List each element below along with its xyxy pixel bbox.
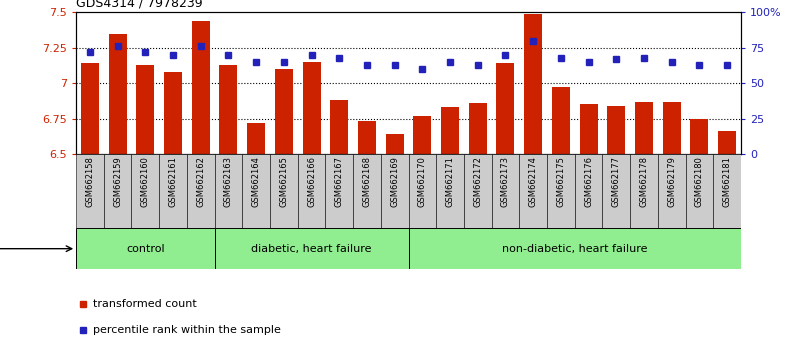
Text: GSM662159: GSM662159	[113, 156, 122, 207]
Text: GSM662177: GSM662177	[612, 156, 621, 207]
Text: disease state: disease state	[0, 244, 72, 254]
Bar	[607, 106, 626, 154]
Text: GSM662172: GSM662172	[473, 156, 482, 207]
Text: transformed count: transformed count	[93, 298, 196, 309]
Bar	[658, 154, 686, 228]
Bar	[524, 14, 542, 154]
Bar	[602, 154, 630, 228]
Text: control: control	[126, 244, 165, 254]
Text: GSM662167: GSM662167	[335, 156, 344, 207]
Text: GSM662165: GSM662165	[280, 156, 288, 207]
Text: GSM662169: GSM662169	[390, 156, 399, 207]
Text: GSM662161: GSM662161	[168, 156, 178, 207]
Bar	[497, 63, 514, 154]
Bar	[385, 134, 404, 154]
Bar	[713, 154, 741, 228]
Bar	[104, 154, 131, 228]
Text: GSM662163: GSM662163	[224, 156, 233, 207]
Text: GSM662164: GSM662164	[252, 156, 260, 207]
Bar	[330, 100, 348, 154]
Bar	[519, 154, 547, 228]
Bar	[164, 72, 182, 154]
Bar	[136, 65, 155, 154]
Bar	[464, 154, 492, 228]
Bar	[242, 154, 270, 228]
Bar	[686, 154, 713, 228]
Bar	[353, 154, 380, 228]
Bar	[131, 154, 159, 228]
Bar	[191, 21, 210, 154]
Bar	[380, 154, 409, 228]
Text: GSM662175: GSM662175	[557, 156, 566, 207]
Text: GSM662171: GSM662171	[445, 156, 454, 207]
Bar	[580, 104, 598, 154]
Text: GDS4314 / 7978239: GDS4314 / 7978239	[76, 0, 203, 10]
Bar	[248, 123, 265, 154]
Text: GSM662178: GSM662178	[639, 156, 649, 207]
Bar	[109, 34, 127, 154]
Text: diabetic, heart failure: diabetic, heart failure	[252, 244, 372, 254]
Bar	[270, 154, 298, 228]
Text: GSM662162: GSM662162	[196, 156, 205, 207]
Text: GSM662180: GSM662180	[695, 156, 704, 207]
Bar	[690, 119, 708, 154]
Text: GSM662181: GSM662181	[723, 156, 731, 207]
Bar	[81, 63, 99, 154]
Bar	[303, 62, 320, 154]
Bar	[325, 154, 353, 228]
Bar	[662, 102, 681, 154]
Bar	[552, 87, 570, 154]
Text: GSM662158: GSM662158	[86, 156, 95, 207]
Bar	[76, 154, 104, 228]
Bar	[298, 154, 325, 228]
Bar	[547, 154, 575, 228]
Bar	[718, 131, 736, 154]
Bar	[441, 107, 459, 154]
Bar	[358, 121, 376, 154]
Bar	[409, 228, 741, 269]
Bar	[275, 69, 293, 154]
Text: GSM662176: GSM662176	[584, 156, 593, 207]
Bar	[215, 228, 409, 269]
Bar	[187, 154, 215, 228]
Text: percentile rank within the sample: percentile rank within the sample	[93, 325, 280, 335]
Text: GSM662160: GSM662160	[141, 156, 150, 207]
Bar	[575, 154, 602, 228]
Bar	[215, 154, 242, 228]
Text: GSM662170: GSM662170	[418, 156, 427, 207]
Bar	[630, 154, 658, 228]
Text: GSM662173: GSM662173	[501, 156, 510, 207]
Text: GSM662179: GSM662179	[667, 156, 676, 207]
Text: GSM662174: GSM662174	[529, 156, 537, 207]
Bar	[409, 154, 437, 228]
Bar	[635, 102, 653, 154]
Bar	[413, 116, 432, 154]
Bar	[492, 154, 519, 228]
Bar	[159, 154, 187, 228]
Text: GSM662166: GSM662166	[307, 156, 316, 207]
Bar	[76, 228, 215, 269]
Bar	[437, 154, 464, 228]
Bar	[469, 103, 487, 154]
Text: non-diabetic, heart failure: non-diabetic, heart failure	[502, 244, 647, 254]
Bar	[219, 65, 237, 154]
Text: GSM662168: GSM662168	[363, 156, 372, 207]
